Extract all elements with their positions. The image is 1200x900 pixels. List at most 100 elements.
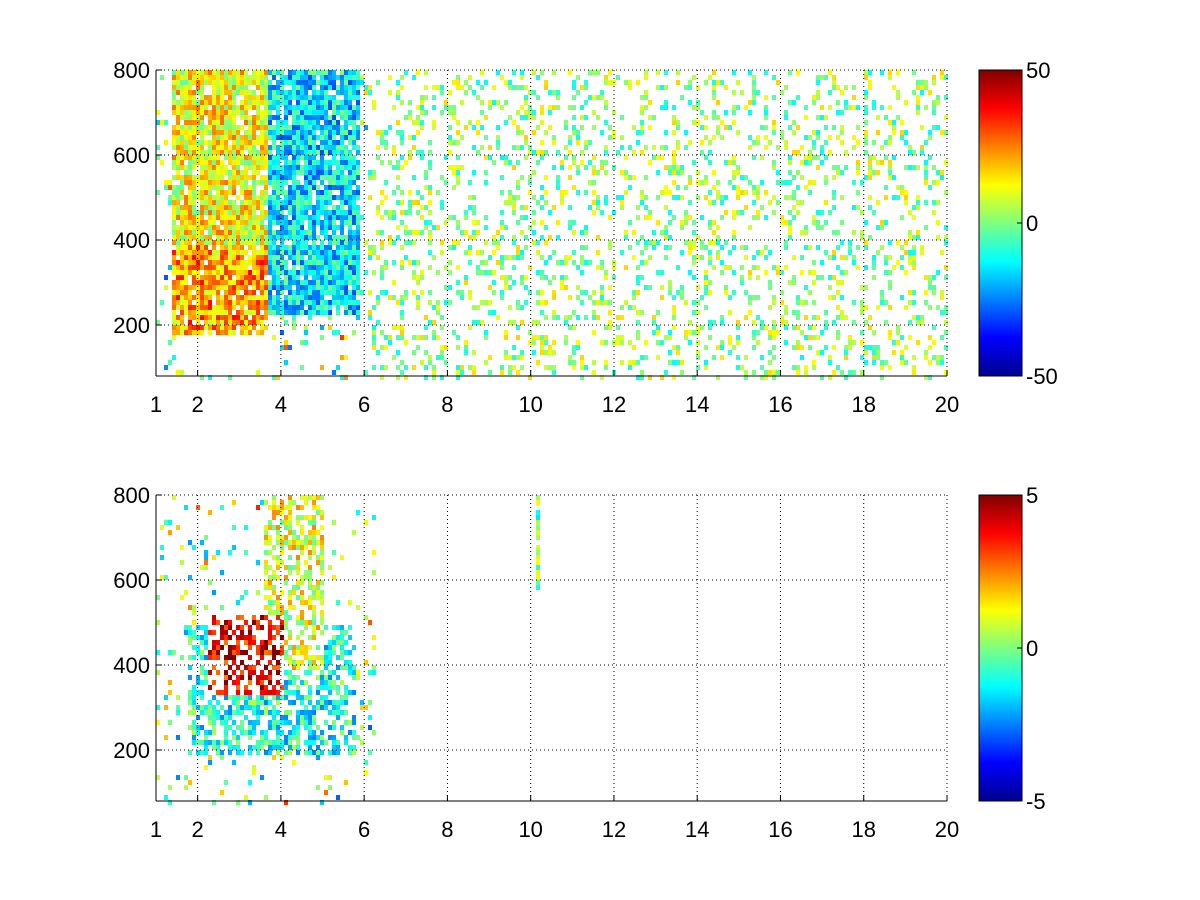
heatmap-cell	[300, 530, 304, 535]
heatmap-cell	[208, 240, 212, 245]
heatmap-cell	[552, 350, 556, 355]
heatmap-cell	[908, 320, 912, 325]
heatmap-cell	[324, 275, 328, 280]
heatmap-cell	[388, 215, 392, 220]
heatmap-cell	[220, 220, 224, 225]
heatmap-cell	[264, 190, 268, 195]
heatmap-cell	[244, 325, 248, 330]
heatmap-cell	[852, 105, 856, 110]
heatmap-cell	[924, 300, 928, 305]
heatmap-cell	[220, 280, 224, 285]
heatmap-cell	[868, 205, 872, 210]
heatmap-cell	[716, 240, 720, 245]
heatmap-cell	[384, 335, 388, 340]
heatmap-cell	[328, 300, 332, 305]
heatmap-cell	[264, 730, 268, 735]
heatmap-cell	[320, 210, 324, 215]
heatmap-cell	[260, 320, 264, 325]
heatmap-cell	[816, 115, 820, 120]
heatmap-cell	[220, 195, 224, 200]
heatmap-cell	[276, 565, 280, 570]
heatmap-cell	[660, 295, 664, 300]
heatmap-cell	[276, 710, 280, 715]
heatmap-cell	[312, 210, 316, 215]
heatmap-cell	[276, 245, 280, 250]
heatmap-cell	[216, 70, 220, 75]
heatmap-cell	[284, 160, 288, 165]
heatmap-cell	[544, 350, 548, 355]
heatmap-cell	[212, 695, 216, 700]
heatmap-cell	[812, 130, 816, 135]
heatmap-cell	[356, 315, 360, 320]
heatmap-cell	[284, 175, 288, 180]
heatmap-cell	[876, 170, 880, 175]
heatmap-cell	[156, 775, 160, 780]
heatmap-cell	[240, 80, 244, 85]
heatmap-cell	[268, 135, 272, 140]
heatmap-cell	[308, 175, 312, 180]
heatmap-cell	[180, 175, 184, 180]
heatmap-cell	[236, 315, 240, 320]
heatmap-cell	[568, 325, 572, 330]
heatmap-cell	[520, 305, 524, 310]
heatmap-cell	[344, 155, 348, 160]
heatmap-cell	[412, 230, 416, 235]
heatmap-cell	[888, 175, 892, 180]
heatmap-cell	[264, 195, 268, 200]
heatmap-cell	[692, 260, 696, 265]
heatmap-cell	[292, 105, 296, 110]
heatmap-cell	[612, 135, 616, 140]
heatmap-cell	[832, 80, 836, 85]
heatmap-cell	[192, 165, 196, 170]
heatmap-cell	[420, 335, 424, 340]
heatmap-cell	[508, 85, 512, 90]
heatmap-cell	[644, 70, 648, 75]
heatmap-cell	[240, 175, 244, 180]
heatmap-cell	[736, 185, 740, 190]
heatmap-cell	[676, 185, 680, 190]
heatmap-cell	[332, 265, 336, 270]
heatmap-cell	[912, 165, 916, 170]
heatmap-cell	[380, 140, 384, 145]
heatmap-cell	[476, 265, 480, 270]
heatmap-cell	[248, 235, 252, 240]
heatmap-cell	[460, 290, 464, 295]
heatmap-cell	[300, 85, 304, 90]
heatmap-cell	[272, 125, 276, 130]
heatmap-cell	[336, 260, 340, 265]
heatmap-cell	[244, 120, 248, 125]
heatmap-cell	[456, 375, 460, 380]
heatmap-cell	[172, 235, 176, 240]
heatmap-cell	[288, 660, 292, 665]
heatmap-cell	[380, 290, 384, 295]
heatmap-cell	[180, 100, 184, 105]
heatmap-cell	[260, 175, 264, 180]
heatmap-cell	[560, 195, 564, 200]
heatmap-cell	[516, 300, 520, 305]
heatmap-cell	[784, 115, 788, 120]
heatmap-cell	[524, 300, 528, 305]
heatmap-cell	[224, 120, 228, 125]
heatmap-cell	[316, 100, 320, 105]
heatmap-cell	[280, 225, 284, 230]
heatmap-cell	[376, 80, 380, 85]
heatmap-cell	[332, 270, 336, 275]
heatmap-cell	[276, 680, 280, 685]
heatmap-cell	[252, 240, 256, 245]
heatmap-cell	[252, 105, 256, 110]
heatmap-cell	[196, 115, 200, 120]
heatmap-cell	[296, 185, 300, 190]
heatmap-cell	[320, 325, 324, 330]
heatmap-cell	[684, 85, 688, 90]
heatmap-cell	[628, 220, 632, 225]
heatmap-cell	[872, 170, 876, 175]
heatmap-cell	[168, 340, 172, 345]
heatmap-cell	[912, 255, 916, 260]
heatmap-cell	[916, 95, 920, 100]
heatmap-cell	[344, 285, 348, 290]
heatmap-cell	[224, 310, 228, 315]
heatmap-cell	[248, 640, 252, 645]
heatmap-cell	[304, 310, 308, 315]
heatmap-cell	[180, 135, 184, 140]
heatmap-cell	[532, 70, 536, 75]
